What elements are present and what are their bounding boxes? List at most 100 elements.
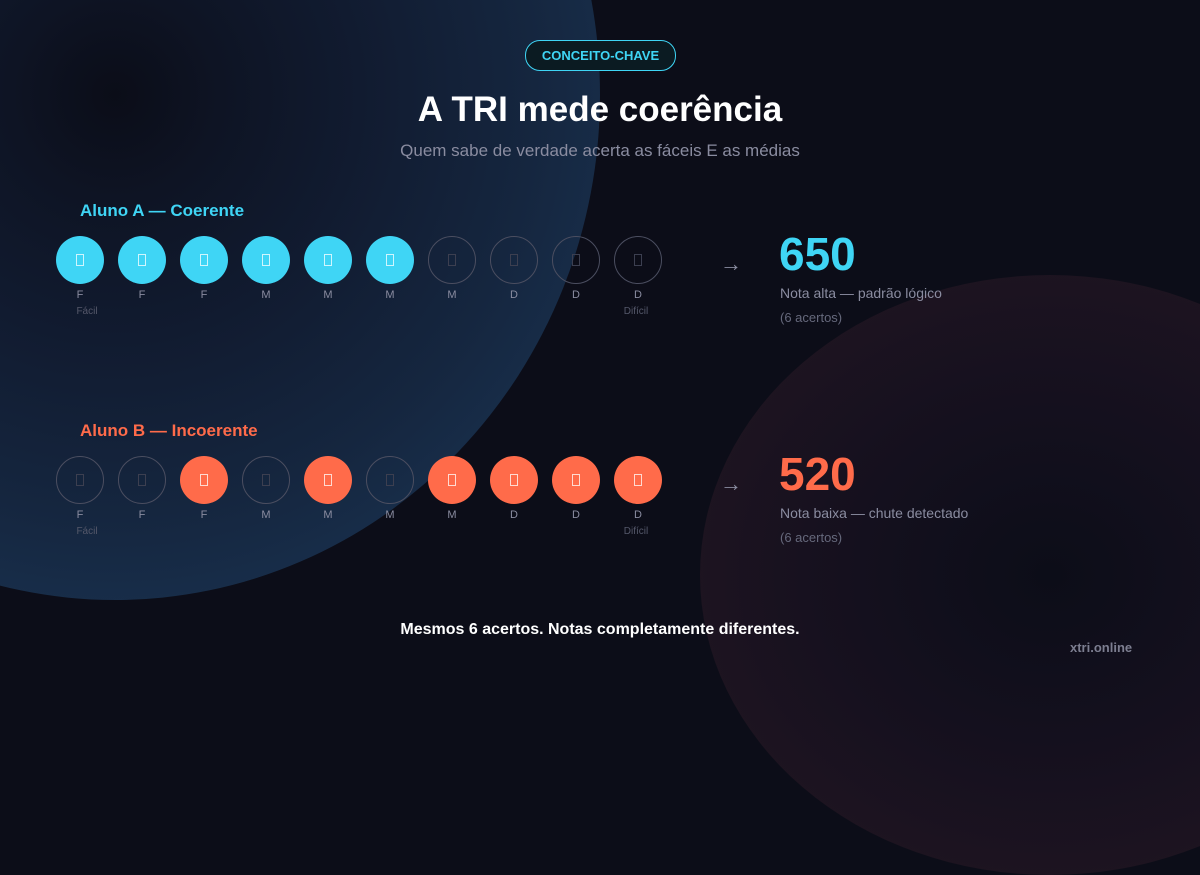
answer-item: D xyxy=(614,236,662,301)
arrow-icon: → xyxy=(720,251,742,276)
wrong-answer-circle xyxy=(490,236,538,284)
difficulty-level-label: F xyxy=(138,289,146,301)
difficulty-level-label: M xyxy=(323,509,333,521)
arrow-icon: → xyxy=(720,471,742,496)
student-b-count: (6 acertos) xyxy=(780,530,843,545)
difficulty-level-label: D xyxy=(634,509,642,521)
hint-hard: Difícil xyxy=(623,526,649,537)
page-subtitle: Quem sabe de verdade acerta as fáceis E … xyxy=(400,141,800,160)
answer-item: F xyxy=(180,456,228,521)
cross-icon xyxy=(138,474,146,486)
answer-item: M xyxy=(242,236,290,301)
check-icon xyxy=(138,254,146,266)
difficulty-level-label: D xyxy=(572,289,580,301)
correct-answer-circle xyxy=(304,456,352,504)
difficulty-level-label: M xyxy=(447,509,457,521)
hint-easy: Fácil xyxy=(76,526,98,537)
cross-icon xyxy=(386,474,394,486)
correct-answer-circle xyxy=(366,236,414,284)
wrong-answer-circle xyxy=(552,236,600,284)
answer-item: M xyxy=(304,456,352,521)
cross-icon xyxy=(448,254,456,266)
difficulty-level-label: M xyxy=(447,289,457,301)
page-title: A TRI mede coerência xyxy=(417,90,783,129)
wrong-answer-circle xyxy=(56,456,104,504)
answer-item: D xyxy=(552,456,600,521)
difficulty-level-label: D xyxy=(634,289,642,301)
correct-answer-circle xyxy=(56,236,104,284)
check-icon xyxy=(448,474,456,486)
correct-answer-circle xyxy=(180,456,228,504)
student-b-description: Nota baixa — chute detectado xyxy=(780,505,969,521)
difficulty-level-label: M xyxy=(323,289,333,301)
wrong-answer-circle xyxy=(118,456,166,504)
difficulty-level-label: D xyxy=(510,289,518,301)
check-icon xyxy=(262,254,270,266)
correct-answer-circle xyxy=(180,236,228,284)
answer-item: M xyxy=(428,456,476,521)
difficulty-level-label: F xyxy=(76,289,84,301)
wrong-answer-circle xyxy=(242,456,290,504)
cross-icon xyxy=(634,254,642,266)
cross-icon xyxy=(510,254,518,266)
brand-link[interactable]: xtri.online xyxy=(1070,640,1133,655)
answer-item: F xyxy=(118,456,166,521)
answer-item: M xyxy=(366,236,414,301)
check-icon xyxy=(324,254,332,266)
check-icon xyxy=(324,474,332,486)
background-red-glow xyxy=(700,275,1200,875)
difficulty-level-label: D xyxy=(510,509,518,521)
difficulty-level-label: F xyxy=(138,509,146,521)
answer-item: D xyxy=(490,236,538,301)
check-icon xyxy=(200,474,208,486)
correct-answer-circle xyxy=(242,236,290,284)
check-icon xyxy=(572,474,580,486)
student-b-label: Aluno B — Incoerente xyxy=(80,421,258,440)
answer-item: F xyxy=(180,236,228,301)
difficulty-level-label: M xyxy=(261,509,271,521)
check-icon xyxy=(510,474,518,486)
student-a-count: (6 acertos) xyxy=(780,310,843,325)
answer-item: D xyxy=(552,236,600,301)
wrong-answer-circle xyxy=(366,456,414,504)
check-icon xyxy=(634,474,642,486)
difficulty-level-label: D xyxy=(572,509,580,521)
answer-item: F xyxy=(56,456,104,521)
difficulty-level-label: M xyxy=(385,509,395,521)
correct-answer-circle xyxy=(428,456,476,504)
wrong-answer-circle xyxy=(428,236,476,284)
answer-item: M xyxy=(366,456,414,521)
check-icon xyxy=(76,254,84,266)
answer-item: D xyxy=(490,456,538,521)
answer-item: D xyxy=(614,456,662,521)
answer-item: M xyxy=(428,236,476,301)
hint-easy: Fácil xyxy=(76,306,98,317)
correct-answer-circle xyxy=(304,236,352,284)
correct-answer-circle xyxy=(552,456,600,504)
concept-badge: CONCEITO-CHAVE xyxy=(525,40,676,71)
student-a-description: Nota alta — padrão lógico xyxy=(780,285,942,301)
difficulty-level-label: M xyxy=(385,289,395,301)
cross-icon xyxy=(76,474,84,486)
footer-message: Mesmos 6 acertos. Notas completamente di… xyxy=(400,621,800,638)
wrong-answer-circle xyxy=(614,236,662,284)
check-icon xyxy=(200,254,208,266)
cross-icon xyxy=(572,254,580,266)
answer-item: M xyxy=(304,236,352,301)
student-b-score: 520 xyxy=(779,448,856,500)
correct-answer-circle xyxy=(118,236,166,284)
difficulty-level-label: F xyxy=(200,509,208,521)
cross-icon xyxy=(262,474,270,486)
student-a-score: 650 xyxy=(779,228,856,280)
difficulty-level-label: F xyxy=(76,509,84,521)
student-a-label: Aluno A — Coerente xyxy=(80,201,245,220)
hint-hard: Difícil xyxy=(623,306,649,317)
check-icon xyxy=(386,254,394,266)
correct-answer-circle xyxy=(614,456,662,504)
difficulty-level-label: M xyxy=(261,289,271,301)
answer-item: M xyxy=(242,456,290,521)
correct-answer-circle xyxy=(490,456,538,504)
answer-item: F xyxy=(118,236,166,301)
